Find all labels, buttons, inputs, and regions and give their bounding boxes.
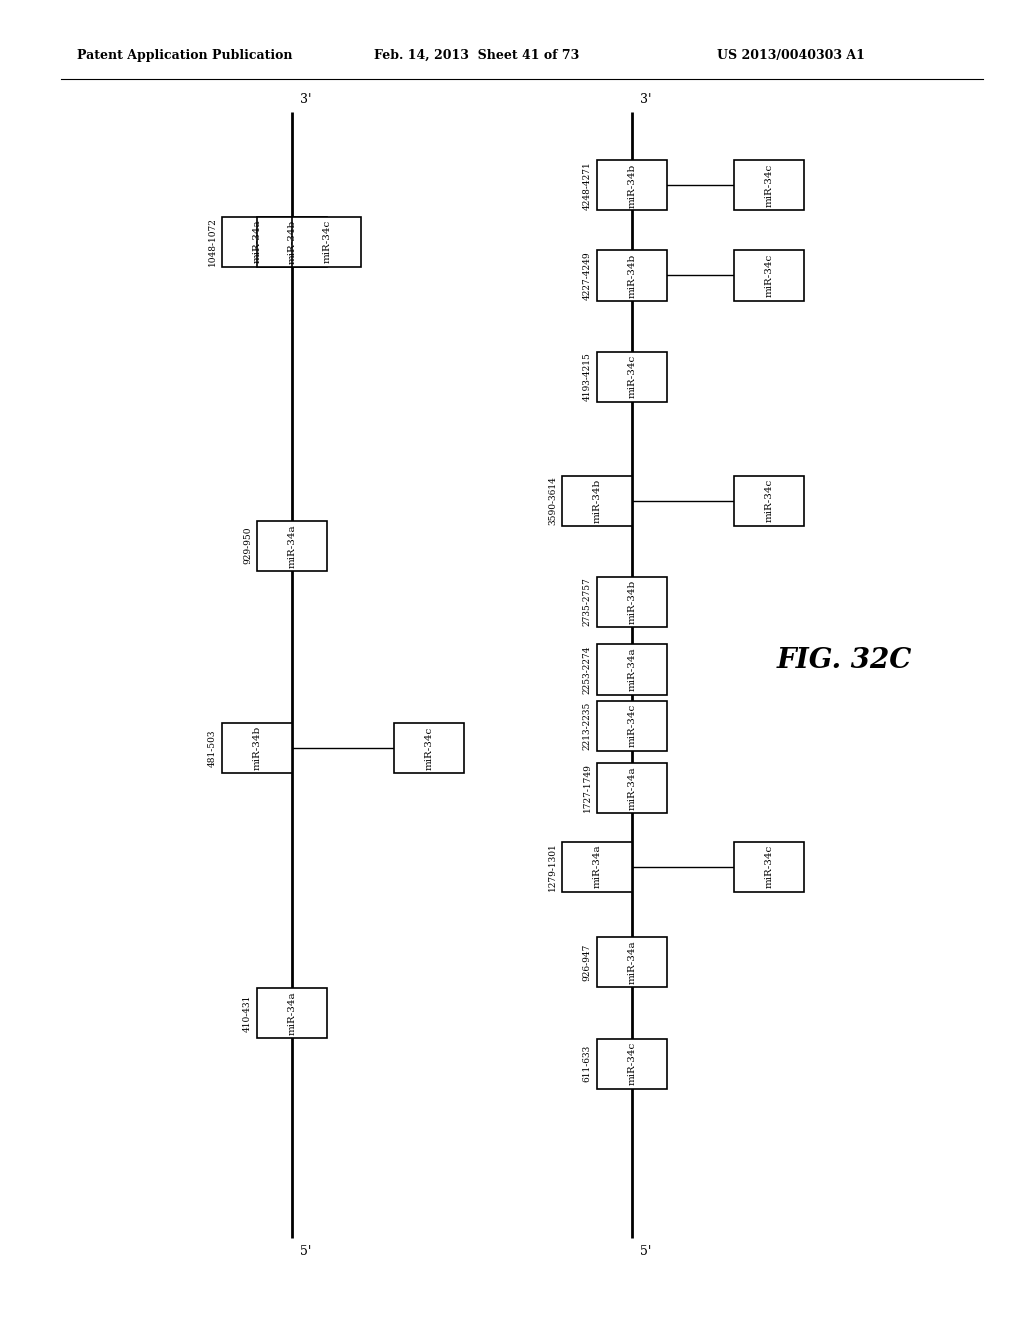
Text: miR-34a: miR-34a [628, 648, 636, 692]
Text: 5': 5' [300, 1245, 311, 1258]
Text: miR-34a: miR-34a [628, 766, 636, 809]
FancyBboxPatch shape [597, 763, 667, 813]
FancyBboxPatch shape [257, 216, 327, 267]
Text: 410-431: 410-431 [243, 994, 252, 1032]
Text: 3': 3' [640, 92, 651, 106]
Text: 2253-2274: 2253-2274 [583, 645, 592, 694]
FancyBboxPatch shape [597, 160, 667, 210]
Text: FIG. 32C: FIG. 32C [777, 647, 912, 673]
Text: 4248-4271: 4248-4271 [583, 161, 592, 210]
Text: miR-34c: miR-34c [765, 479, 773, 523]
FancyBboxPatch shape [734, 842, 804, 892]
Text: 5': 5' [640, 1245, 651, 1258]
Text: US 2013/0040303 A1: US 2013/0040303 A1 [717, 49, 864, 62]
Text: 2735-2757: 2735-2757 [583, 578, 592, 627]
FancyBboxPatch shape [597, 1039, 667, 1089]
Text: miR-34b: miR-34b [628, 164, 636, 207]
FancyBboxPatch shape [257, 987, 327, 1038]
Text: 1048-1072: 1048-1072 [208, 218, 217, 267]
FancyBboxPatch shape [562, 475, 632, 525]
Text: miR-34c: miR-34c [765, 164, 773, 207]
FancyBboxPatch shape [292, 216, 361, 267]
FancyBboxPatch shape [734, 251, 804, 301]
Text: miR-34c: miR-34c [628, 355, 636, 399]
Text: miR-34b: miR-34b [628, 579, 636, 624]
Text: 3': 3' [300, 92, 311, 106]
Text: miR-34a: miR-34a [288, 524, 296, 568]
FancyBboxPatch shape [597, 937, 667, 987]
FancyBboxPatch shape [562, 842, 632, 892]
FancyBboxPatch shape [597, 351, 667, 401]
Text: 926-947: 926-947 [583, 944, 592, 981]
Text: miR-34b: miR-34b [593, 479, 601, 523]
Text: Feb. 14, 2013  Sheet 41 of 73: Feb. 14, 2013 Sheet 41 of 73 [374, 49, 579, 62]
Text: miR-34a: miR-34a [628, 940, 636, 985]
Text: miR-34b: miR-34b [253, 726, 261, 771]
Text: miR-34a: miR-34a [593, 845, 601, 888]
Text: miR-34c: miR-34c [628, 705, 636, 747]
Text: 1279-1301: 1279-1301 [548, 842, 557, 891]
Text: 1727-1749: 1727-1749 [583, 763, 592, 812]
Text: Patent Application Publication: Patent Application Publication [77, 49, 292, 62]
Text: 4227-4249: 4227-4249 [583, 251, 592, 300]
Text: miR-34a: miR-34a [253, 220, 261, 264]
Text: miR-34c: miR-34c [425, 727, 433, 770]
FancyBboxPatch shape [597, 701, 667, 751]
FancyBboxPatch shape [222, 216, 292, 267]
FancyBboxPatch shape [734, 475, 804, 525]
Text: miR-34a: miR-34a [288, 991, 296, 1035]
FancyBboxPatch shape [597, 577, 667, 627]
FancyBboxPatch shape [597, 644, 667, 694]
FancyBboxPatch shape [597, 251, 667, 301]
Text: miR-34b: miR-34b [288, 219, 296, 264]
FancyBboxPatch shape [734, 160, 804, 210]
Text: miR-34c: miR-34c [628, 1041, 636, 1085]
Text: 3590-3614: 3590-3614 [548, 477, 557, 525]
Text: miR-34c: miR-34c [323, 220, 331, 263]
Text: miR-34b: miR-34b [628, 253, 636, 297]
Text: 611-633: 611-633 [583, 1045, 592, 1082]
Text: 929-950: 929-950 [243, 527, 252, 565]
Text: 4193-4215: 4193-4215 [583, 352, 592, 401]
FancyBboxPatch shape [222, 723, 292, 774]
Text: miR-34c: miR-34c [765, 845, 773, 888]
Text: 2213-2235: 2213-2235 [583, 702, 592, 750]
Text: miR-34c: miR-34c [765, 253, 773, 297]
FancyBboxPatch shape [394, 723, 464, 774]
Text: 481-503: 481-503 [208, 730, 217, 767]
FancyBboxPatch shape [257, 520, 327, 570]
